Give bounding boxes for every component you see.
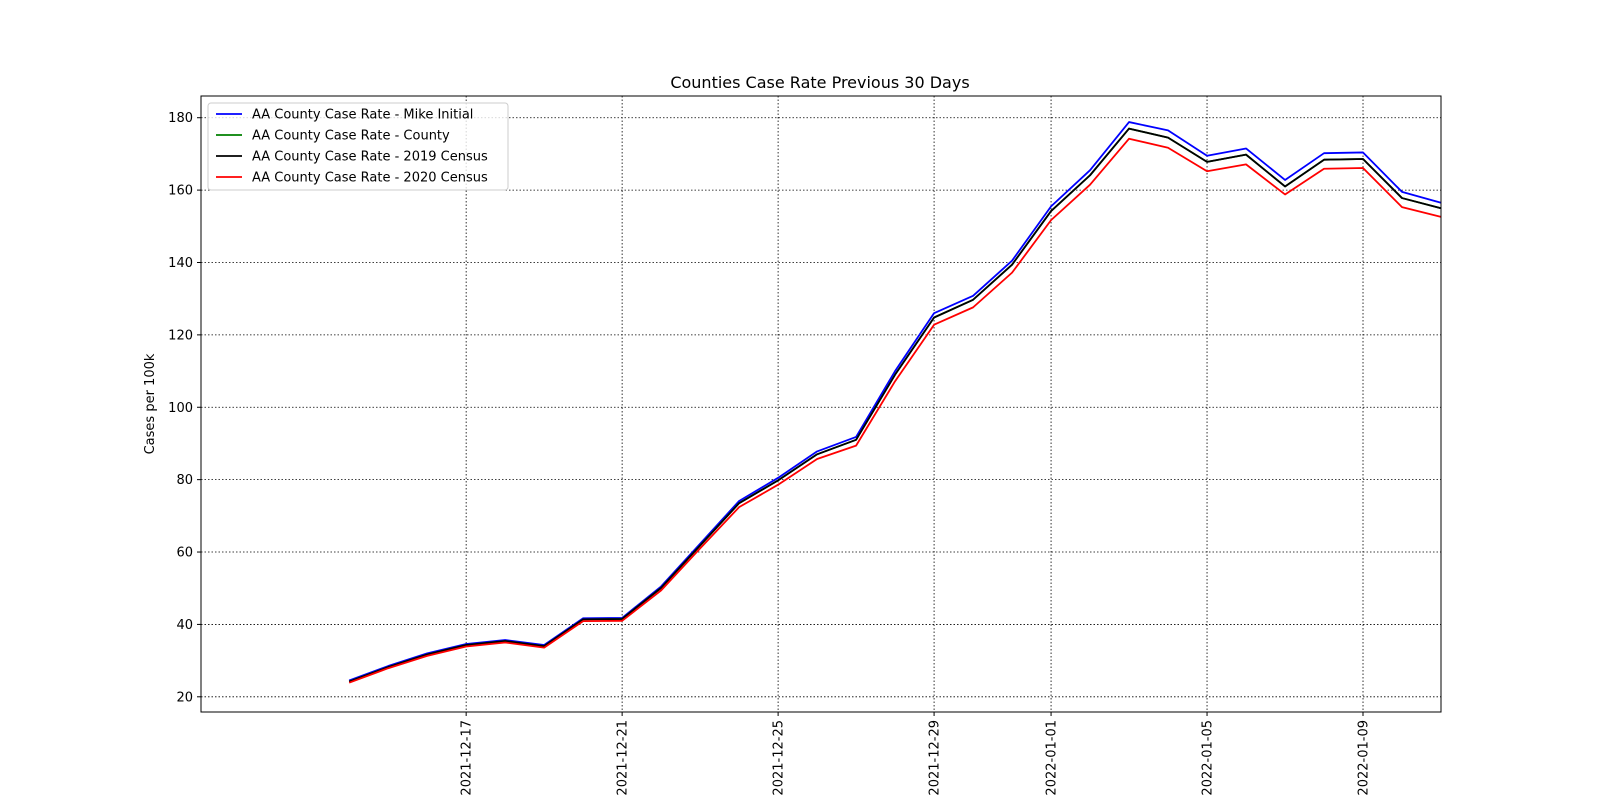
legend: AA County Case Rate - Mike Initial AA Cou…	[207, 102, 509, 191]
series-lines	[348, 121, 1442, 684]
legend-label: AA County Case Rate - 2020 Census	[252, 171, 488, 186]
x-tick-label: 2021-12-17	[460, 720, 475, 796]
x-tick-label: 2021-12-21	[616, 720, 631, 796]
x-tick-label: 2022-01-09	[1357, 720, 1372, 796]
x-tick-label: 2022-01-01	[1045, 720, 1060, 796]
y-axis: 20 40 60 80 100 120 140 160 180	[168, 111, 201, 705]
legend-box	[207, 102, 509, 191]
x-tick-label: 2021-12-25	[772, 720, 787, 796]
y-tick-label: 120	[168, 328, 193, 343]
x-axis: 2021-12-17 2021-12-21 2021-12-25 2021-12-29…	[460, 712, 1372, 796]
y-tick-label: 100	[168, 401, 193, 416]
legend-label: AA County Case Rate - County	[252, 129, 450, 144]
series-line-2	[348, 127, 1442, 683]
y-tick-label: 160	[168, 184, 193, 199]
y-tick-label: 140	[168, 256, 193, 271]
series-line-1	[348, 127, 1442, 683]
series-line-0	[348, 121, 1442, 682]
y-tick-label: 80	[176, 473, 193, 488]
y-tick-label: 180	[168, 111, 193, 126]
series-line-3	[348, 137, 1442, 684]
legend-label: AA County Case Rate - Mike Initial	[252, 108, 473, 123]
y-tick-label: 40	[176, 618, 193, 633]
chart-title: Counties Case Rate Previous 30 Days	[670, 73, 969, 92]
y-axis-label: Cases per 100k	[143, 353, 158, 454]
grid	[201, 96, 1441, 712]
plot-frame	[200, 95, 1442, 713]
y-tick-label: 20	[176, 690, 193, 705]
x-tick-label: 2021-12-29	[928, 720, 943, 796]
legend-label: AA County Case Rate - 2019 Census	[252, 150, 488, 165]
x-tick-label: 2022-01-05	[1201, 720, 1216, 796]
y-tick-label: 60	[176, 546, 193, 561]
